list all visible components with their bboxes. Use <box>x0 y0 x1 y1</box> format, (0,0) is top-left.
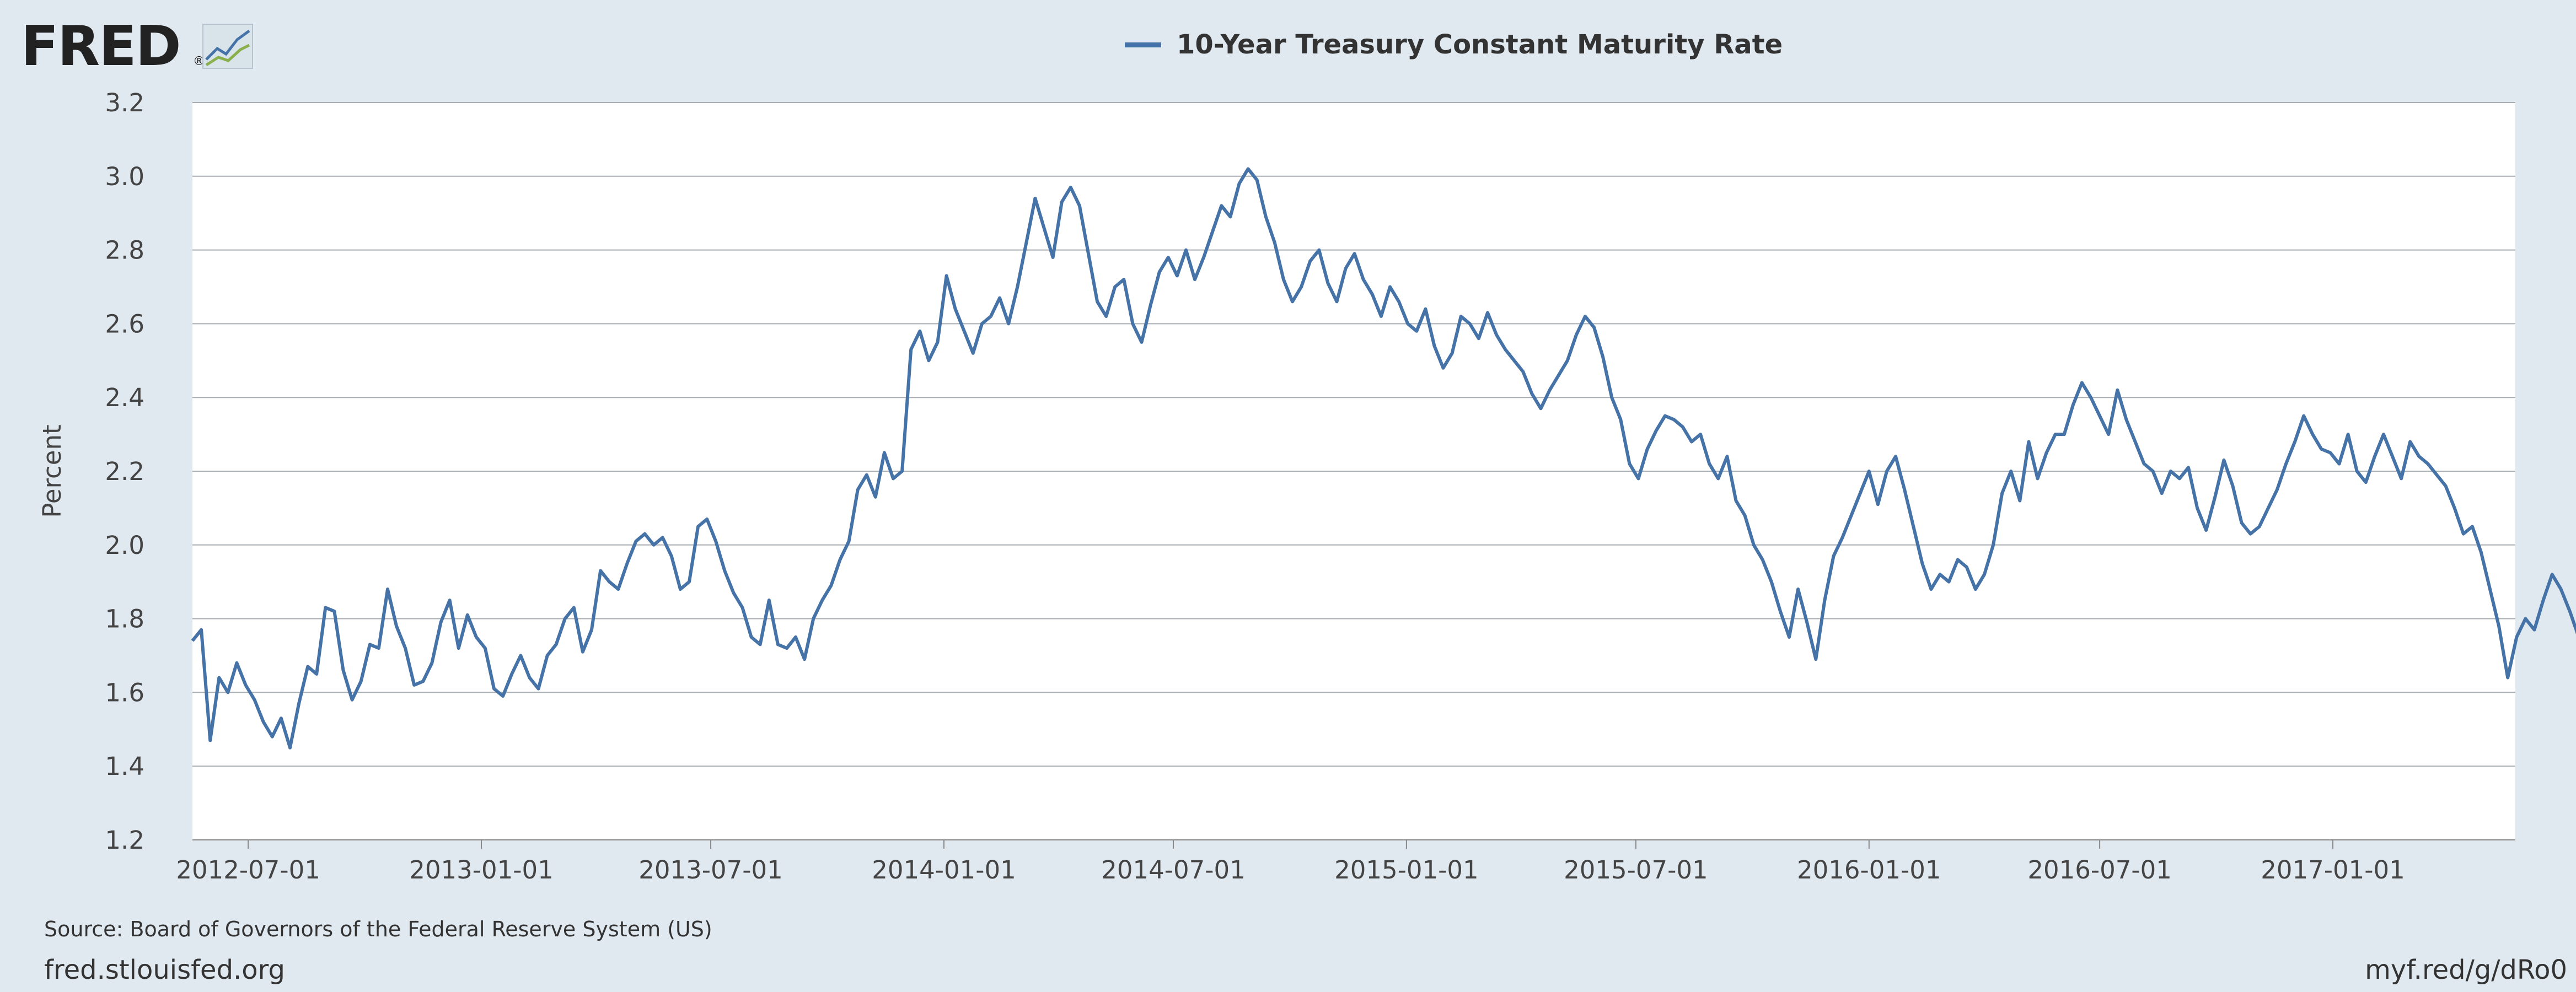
y-tick-label: 2.2 <box>105 457 144 486</box>
short-url-link[interactable]: myf.red/g/dRo0 <box>2365 955 2567 985</box>
series-layer <box>191 167 2576 750</box>
gridlines <box>192 102 2515 767</box>
y-tick-label: 2.0 <box>105 531 144 560</box>
y-tick-label: 2.6 <box>105 309 144 338</box>
x-tick-label: 2012-07-01 <box>176 855 320 885</box>
y-axis-ticks: 1.2 1.4 1.6 1.8 2.0 2.2 2.4 2.6 2.8 3.0 3.2 <box>105 88 144 855</box>
fred-logo-text: FRED <box>21 14 180 75</box>
x-tick-label: 2016-07-01 <box>2027 855 2172 885</box>
source-note: Source: Board of Governors of the Federa… <box>44 917 712 941</box>
x-tick-label: 2014-07-01 <box>1101 855 1246 885</box>
x-tick-label: 2013-07-01 <box>638 855 783 885</box>
x-tick-label: 2017-01-01 <box>2261 855 2405 885</box>
y-tick-label: 3.2 <box>105 88 144 117</box>
chart-legend: 10-Year Treasury Constant Maturity Rate <box>1125 25 1783 64</box>
y-axis-title: Percent <box>37 424 67 517</box>
x-tick-label: 2013-01-01 <box>409 855 554 885</box>
registered-mark: ® <box>193 55 205 68</box>
x-tick-label: 2016-01-01 <box>1797 855 1941 885</box>
y-tick-label: 1.2 <box>105 826 144 855</box>
series-line <box>191 167 2576 750</box>
y-tick-label: 1.4 <box>105 752 144 781</box>
fred-logo[interactable]: FRED ® <box>21 14 258 78</box>
y-tick-label: 2.4 <box>105 383 144 412</box>
y-tick-label: 1.6 <box>105 678 144 707</box>
legend-label: 10-Year Treasury Constant Maturity Rate <box>1177 29 1783 60</box>
x-tick-label: 2015-07-01 <box>1564 855 1708 885</box>
trend-chart-icon <box>202 24 253 69</box>
fred-logo-graphic: FRED ® <box>21 14 253 78</box>
y-tick-label: 2.8 <box>105 236 144 265</box>
legend-swatch <box>1125 42 1161 47</box>
y-tick-label: 1.8 <box>105 605 144 634</box>
x-tick-label: 2014-01-01 <box>872 855 1016 885</box>
y-tick-label: 3.0 <box>105 162 144 191</box>
chart: 1.2 1.4 1.6 1.8 2.0 2.2 2.4 2.6 2.8 3.0 3.2 2012-0… <box>37 88 2576 885</box>
x-axis-ticks: 2012-07-01 2013-01-01 2013-07-01 2014-01-01… <box>176 840 2405 885</box>
site-link[interactable]: fred.stlouisfed.org <box>44 955 286 985</box>
x-tick-label: 2015-01-01 <box>1334 855 1479 885</box>
